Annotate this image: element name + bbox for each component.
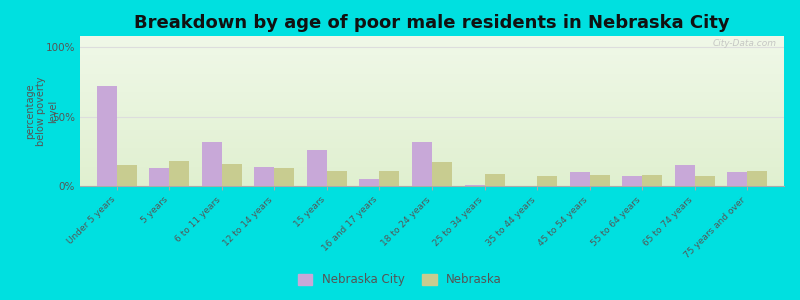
Bar (570, 172, 590, 186)
Text: City-Data.com: City-Data.com (713, 39, 777, 48)
Bar (202, 142, 222, 186)
Bar (432, 162, 452, 186)
Bar (622, 176, 642, 186)
Bar (465, 184, 485, 186)
Bar (222, 164, 242, 186)
Bar (274, 168, 294, 186)
Bar (694, 176, 714, 186)
Bar (117, 165, 137, 186)
Bar (485, 173, 505, 186)
Bar (674, 165, 694, 186)
Y-axis label: percentage
below poverty
level: percentage below poverty level (25, 76, 58, 146)
Bar (379, 171, 399, 186)
Bar (727, 172, 747, 186)
Bar (170, 161, 190, 186)
Bar (747, 171, 767, 186)
Bar (307, 150, 327, 186)
Bar (537, 176, 557, 186)
Legend: Nebraska City, Nebraska: Nebraska City, Nebraska (294, 269, 506, 291)
Bar (412, 142, 432, 186)
Bar (97, 86, 117, 186)
Bar (327, 171, 347, 186)
Bar (150, 168, 170, 186)
Bar (642, 175, 662, 186)
Bar (590, 175, 610, 186)
Title: Breakdown by age of poor male residents in Nebraska City: Breakdown by age of poor male residents … (134, 14, 730, 32)
Bar (359, 179, 379, 186)
Bar (254, 167, 274, 186)
